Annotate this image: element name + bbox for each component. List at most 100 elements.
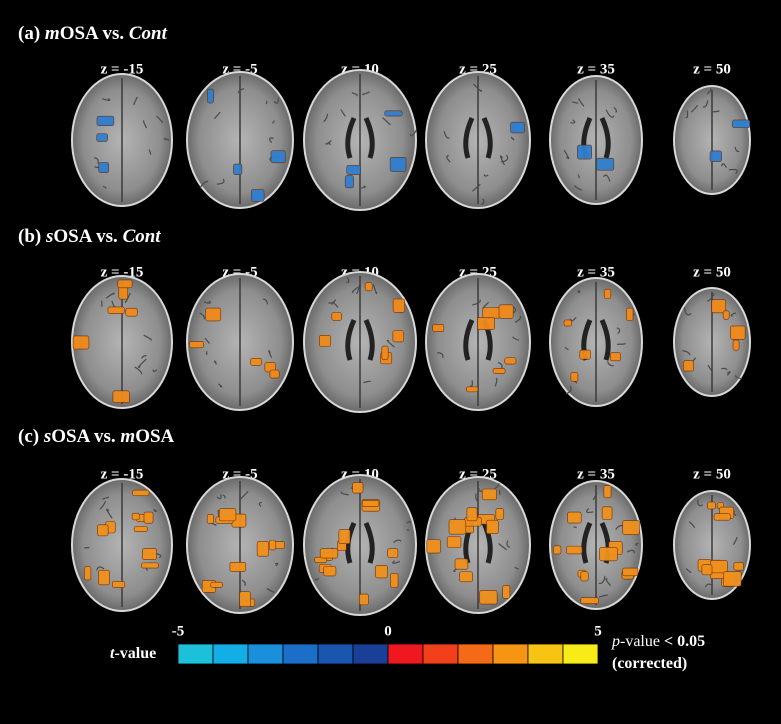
sulcus xyxy=(586,508,594,514)
activation-cluster xyxy=(323,565,337,577)
sulcus xyxy=(274,562,279,567)
sulcus xyxy=(271,120,275,124)
activation-cluster xyxy=(72,335,90,350)
sulcus xyxy=(164,137,170,142)
activation-cluster xyxy=(448,519,467,535)
slice-label: z = 50 xyxy=(693,264,731,280)
brain-slice xyxy=(303,474,417,616)
activation-cluster xyxy=(107,306,125,314)
sulcus xyxy=(213,360,218,365)
activation-cluster xyxy=(389,156,407,172)
activation-cluster xyxy=(481,488,497,501)
text-segment: Cont xyxy=(123,226,162,247)
sulcus xyxy=(469,380,473,387)
significance-label: p-value < 0.05 xyxy=(611,633,705,650)
text-segment: OSA vs. xyxy=(51,426,120,447)
activation-cluster xyxy=(250,358,263,366)
brain-slice xyxy=(303,271,417,413)
sulcus xyxy=(142,120,148,129)
activation-cluster xyxy=(570,372,579,382)
sulcus xyxy=(494,377,498,387)
activation-cluster xyxy=(477,317,495,330)
sulcus xyxy=(500,155,505,166)
sulcus xyxy=(153,508,157,512)
activation-cluster xyxy=(626,307,634,321)
activation-cluster xyxy=(98,569,110,586)
activation-cluster xyxy=(375,565,388,579)
sulcus xyxy=(216,178,225,185)
brain-slice xyxy=(71,478,173,612)
colorbar-cell xyxy=(387,643,424,665)
sulcus xyxy=(685,568,692,574)
activation-cluster xyxy=(207,88,214,104)
activation-cluster xyxy=(229,562,247,572)
sulcus xyxy=(472,183,481,192)
activation-cluster xyxy=(143,511,154,524)
sulcus xyxy=(340,109,346,117)
activation-cluster xyxy=(603,288,612,299)
text-segment: p xyxy=(611,633,620,650)
activation-cluster xyxy=(364,282,373,292)
sulcus xyxy=(684,306,692,316)
sulcus xyxy=(141,355,147,359)
activation-cluster xyxy=(387,548,399,558)
colorbar-tick-label: -5 xyxy=(172,623,185,639)
text-segment: Cont xyxy=(129,23,168,44)
sulcus xyxy=(327,142,332,146)
activation-cluster xyxy=(682,360,694,372)
text-segment: (a) xyxy=(18,23,45,44)
sulcus xyxy=(721,367,728,371)
activation-cluster xyxy=(730,325,746,340)
panel-title: (b) sOSA vs. Cont xyxy=(18,226,161,247)
activation-cluster xyxy=(84,566,92,581)
colorbar-cell xyxy=(527,643,564,665)
colorbar-cell xyxy=(457,643,494,665)
colorbar-cell xyxy=(317,643,354,665)
sulcus xyxy=(437,352,444,359)
activation-cluster xyxy=(132,489,150,496)
sulcus xyxy=(392,560,401,564)
sulcus xyxy=(315,577,320,581)
activation-cluster xyxy=(510,121,525,134)
brain-slice xyxy=(549,480,643,610)
activation-cluster xyxy=(563,319,572,327)
slice-label: z = 50 xyxy=(693,466,731,482)
sulcus xyxy=(615,524,624,530)
brain-slice xyxy=(186,273,294,411)
ventricle xyxy=(345,116,375,159)
sulcus xyxy=(199,180,209,189)
sulcus xyxy=(706,88,712,95)
sulcus xyxy=(635,542,639,546)
activation-cluster xyxy=(553,545,562,555)
activation-cluster xyxy=(426,539,441,554)
sulcus xyxy=(241,579,246,586)
significance-label: (corrected) xyxy=(612,655,687,672)
text-segment: s xyxy=(45,226,53,247)
activation-cluster xyxy=(210,581,223,588)
sulcus xyxy=(204,300,211,304)
sulcus xyxy=(382,117,391,126)
activation-cluster xyxy=(346,164,361,175)
sulcus xyxy=(734,375,743,380)
sulcus xyxy=(102,496,110,500)
activation-cluster xyxy=(112,390,130,403)
activation-cluster xyxy=(218,508,237,522)
sulcus xyxy=(497,361,503,369)
activation-cluster xyxy=(723,571,742,587)
sulcus xyxy=(239,491,249,500)
activation-cluster xyxy=(603,485,612,499)
brain-slice xyxy=(425,71,531,209)
sulcus xyxy=(602,174,611,182)
activation-cluster xyxy=(722,310,730,320)
activation-cluster xyxy=(495,508,505,520)
sulcus xyxy=(570,119,576,124)
sulcus xyxy=(726,371,731,376)
sulcus xyxy=(323,113,329,122)
sulcus xyxy=(268,350,273,358)
activation-cluster xyxy=(352,482,364,494)
activation-cluster xyxy=(256,541,269,557)
sulcus xyxy=(273,97,279,104)
sulcus xyxy=(199,312,205,320)
sulcus xyxy=(216,494,222,500)
